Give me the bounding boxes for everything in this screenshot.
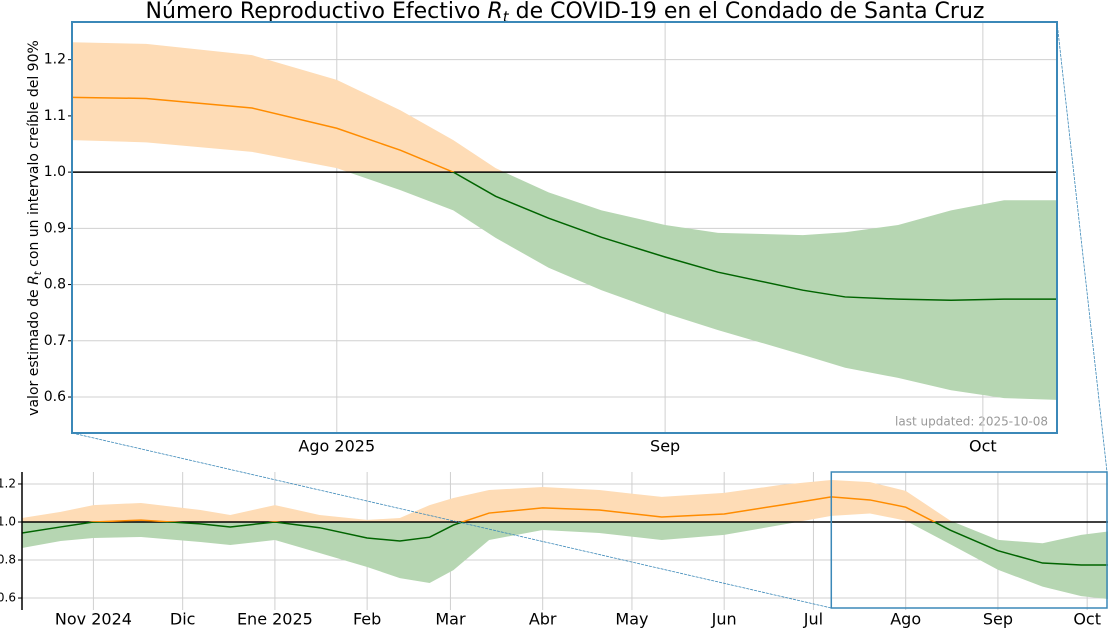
x-tick-label: Feb bbox=[353, 610, 381, 629]
y-tick-label: 1.1 bbox=[44, 108, 66, 124]
x-tick-label: Sep bbox=[650, 437, 680, 456]
label-symbol: R bbox=[26, 275, 42, 285]
x-tick-label: Dic bbox=[170, 610, 196, 629]
label-text: con un intervalo creíble del 90% bbox=[26, 40, 42, 271]
median-line bbox=[88, 496, 937, 522]
x-tick-label: May bbox=[615, 610, 648, 629]
x-tick-label: Abr bbox=[529, 610, 557, 629]
credible-band bbox=[348, 172, 1057, 400]
y-tick-label: 0.8 bbox=[0, 553, 16, 567]
median-line bbox=[22, 521, 1108, 566]
y-tick-label: 0.8 bbox=[44, 277, 66, 293]
x-tick-label: Ago 2025 bbox=[298, 437, 375, 456]
x-tick-label: Jun bbox=[711, 610, 737, 629]
y-tick-label: 1.2 bbox=[44, 52, 66, 68]
x-tick-label: Nov 2024 bbox=[55, 610, 132, 629]
y-tick-label: 0.9 bbox=[44, 220, 66, 236]
y-tick-label: 1.2 bbox=[0, 476, 16, 490]
y-tick-label: 0.7 bbox=[44, 333, 66, 349]
title-symbol: R bbox=[487, 0, 502, 24]
credible-band bbox=[22, 521, 1108, 599]
y-tick-label: 0.6 bbox=[44, 389, 66, 405]
zoom-connector bbox=[71, 432, 832, 609]
x-tick-label: Mar bbox=[435, 610, 466, 629]
y-axis-label: valor estimado de Rt con un intervalo cr… bbox=[26, 40, 44, 416]
zoom-box bbox=[830, 471, 1108, 609]
annotation: last updated: 2025-10-08 bbox=[895, 415, 1048, 429]
x-tick-label: Oct bbox=[969, 437, 997, 456]
label-subscript: t bbox=[33, 270, 44, 275]
title-text: Número Reproductivo Efectivo bbox=[146, 0, 488, 24]
x-tick-label: Ene 2025 bbox=[237, 610, 313, 629]
chart-title: Número Reproductivo Efectivo Rt de COVID… bbox=[146, 0, 985, 26]
median-line bbox=[72, 96, 455, 173]
y-tick-label: 0.6 bbox=[0, 591, 16, 605]
title-subscript: t bbox=[503, 8, 510, 26]
axes-frame bbox=[71, 21, 1058, 434]
credible-band bbox=[22, 479, 954, 522]
title-text: de COVID-19 en el Condado de Santa Cruz bbox=[509, 0, 985, 24]
label-text: valor estimado de bbox=[26, 285, 42, 416]
x-tick-label: Oct bbox=[1073, 610, 1101, 629]
x-tick-label: Jul bbox=[803, 610, 823, 629]
x-tick-label: Sep bbox=[983, 610, 1013, 629]
zoom-connector bbox=[1056, 21, 1108, 473]
median-line bbox=[451, 172, 1057, 302]
y-tick-label: 1.0 bbox=[44, 164, 66, 180]
credible-band bbox=[72, 42, 505, 173]
y-tick-label: 1.0 bbox=[0, 514, 16, 528]
x-tick-label: Ago bbox=[890, 610, 921, 629]
